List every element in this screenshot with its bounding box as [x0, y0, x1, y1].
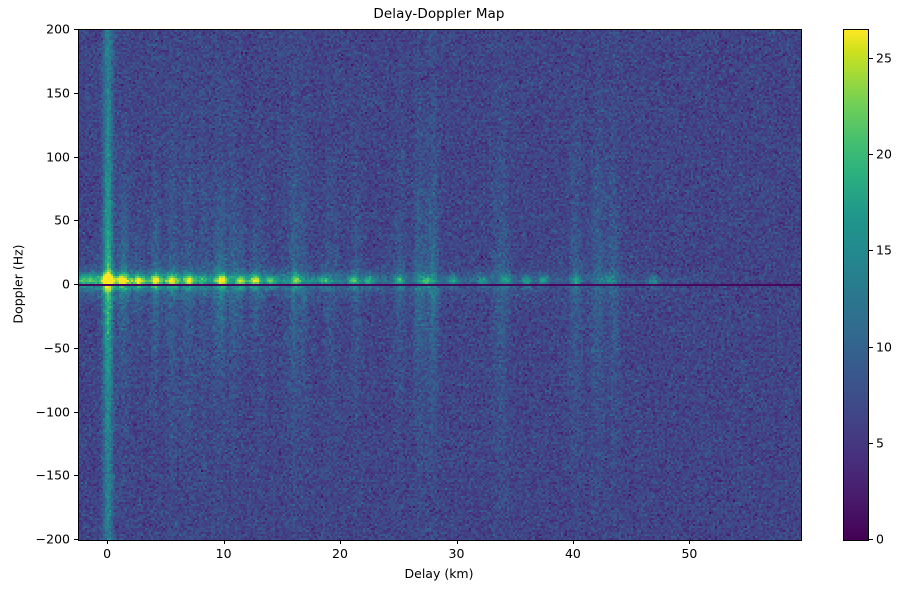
- colorbar-tick-label: 0: [876, 531, 884, 547]
- colorbar-tick-label: 25: [876, 50, 892, 66]
- y-tick-mark: [74, 475, 78, 477]
- colorbar-tick-mark: [869, 250, 873, 252]
- colorbar-tick-label: 10: [876, 339, 892, 354]
- y-tick-label: 100: [46, 149, 70, 164]
- y-tick-label: 150: [46, 85, 70, 101]
- x-tick-label: 0: [103, 546, 112, 561]
- x-tick-mark: [340, 540, 341, 544]
- y-tick-label: 200: [46, 21, 70, 37]
- x-tick-label: 40: [564, 546, 581, 561]
- colorbar-tick-mark: [869, 346, 873, 348]
- y-tick-label: −100: [35, 404, 70, 419]
- x-tick-mark: [107, 540, 109, 544]
- x-tick-mark: [572, 540, 574, 544]
- x-tick-label: 10: [215, 546, 232, 561]
- y-tick-mark: [74, 347, 78, 349]
- y-tick-mark: [74, 220, 78, 222]
- y-tick-mark: [74, 92, 78, 94]
- delay-doppler-heatmap: [79, 30, 801, 540]
- x-tick-label: 30: [448, 546, 465, 561]
- x-tick-label: 20: [332, 546, 348, 561]
- x-tick-mark: [223, 540, 225, 544]
- chart-title: Delay-Doppler Map: [373, 6, 505, 22]
- colorbar-tick-label: 20: [876, 146, 892, 162]
- y-tick-mark: [74, 284, 78, 285]
- colorbar-tick-label: 5: [876, 435, 884, 451]
- y-tick-mark: [74, 156, 78, 158]
- colorbar-tick-mark: [869, 57, 873, 59]
- x-tick-label: 50: [681, 546, 698, 561]
- x-tick-mark: [456, 540, 458, 544]
- y-tick-label: 50: [54, 212, 70, 228]
- x-axis-title: Delay (km): [404, 566, 474, 581]
- colorbar: [843, 29, 869, 541]
- colorbar-tick-mark: [869, 442, 873, 444]
- plot-area: [78, 29, 802, 541]
- y-tick-mark: [74, 29, 78, 30]
- colorbar-tick-mark: [869, 539, 873, 540]
- y-tick-label: 0: [62, 276, 70, 292]
- x-tick-mark: [689, 540, 691, 544]
- y-tick-label: −150: [35, 467, 70, 483]
- colorbar-tick-label: 15: [876, 242, 892, 258]
- y-axis-title: Doppler (Hz): [10, 244, 26, 324]
- y-tick-mark: [74, 411, 78, 413]
- y-tick-label: −200: [35, 531, 70, 547]
- y-tick-label: −50: [43, 340, 70, 356]
- colorbar-tick-mark: [869, 154, 873, 156]
- y-tick-mark: [74, 539, 78, 540]
